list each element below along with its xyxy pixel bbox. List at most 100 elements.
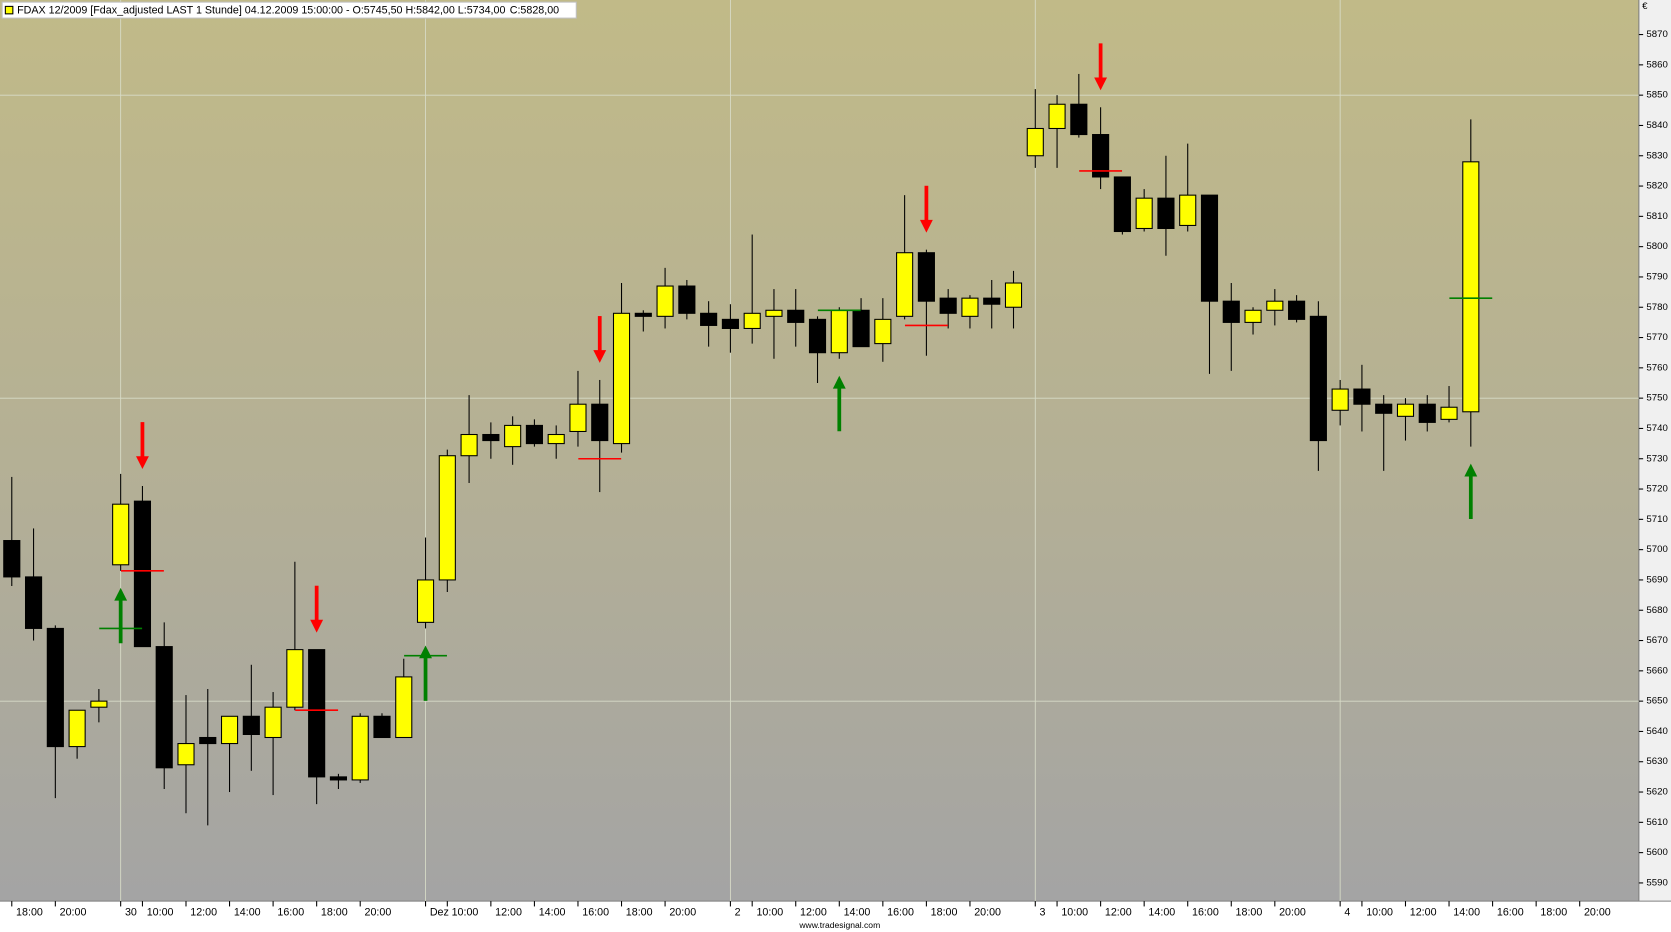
candle-body [416, 579, 435, 623]
candle-body [1092, 134, 1110, 178]
candle-body [329, 776, 348, 781]
candle-body [504, 424, 522, 448]
plot-area [0, 0, 1639, 902]
candle-body [612, 312, 631, 445]
x-tick-label: 10:00 [756, 907, 783, 919]
buy-arrow-head [419, 645, 432, 659]
y-tick-label: 5870 [1646, 29, 1667, 40]
sell-arrow-head [136, 456, 149, 469]
y-tick-label: 5760 [1646, 362, 1667, 373]
candles [3, 43, 1493, 826]
candle-body [1288, 300, 1306, 320]
x-tick-label: 12:00 [495, 907, 522, 919]
candle-body [1048, 103, 1066, 130]
candle-body [634, 312, 652, 317]
x-tick-label: 14:00 [844, 907, 871, 919]
buy-arrow-head [1464, 463, 1478, 477]
candle-body [1331, 388, 1349, 411]
candle-body [1440, 406, 1458, 420]
candle-body [852, 309, 870, 348]
x-tick-label: 14:00 [539, 907, 566, 919]
candle-body [264, 706, 282, 739]
candle-body [1179, 194, 1197, 226]
y-tick-label: 5700 [1646, 544, 1667, 555]
candle-body [112, 503, 130, 566]
y-tick-label: 5770 [1646, 332, 1667, 343]
candle-body [1266, 300, 1284, 311]
footer: www.tradesignal.com [798, 920, 880, 930]
candle-body [830, 309, 848, 354]
x-tick-label: 12:00 [1105, 907, 1132, 919]
candle-body [46, 627, 64, 748]
x-tick-label: 18:00 [626, 907, 653, 919]
y-tick-label: 5670 [1646, 635, 1667, 646]
x-tick-label: 16:00 [1192, 907, 1219, 919]
candle-body [808, 318, 827, 354]
x-tick-label: 18:00 [1236, 907, 1263, 919]
candle-body [460, 433, 478, 457]
candle-body [133, 500, 152, 648]
x-tick-label: 16:00 [277, 907, 304, 919]
candle-body [1418, 403, 1436, 423]
y-tick-label: 5680 [1646, 605, 1667, 616]
candle-body [983, 297, 1001, 305]
candle-body [68, 709, 86, 748]
y-tick-label: 5740 [1646, 423, 1667, 434]
candle-body [917, 252, 935, 302]
candle-body [242, 715, 260, 735]
chart-title: FDAX 12/2009 [Fdax_adjusted LAST 1 Stund… [17, 4, 505, 16]
x-tick-label: 30 [125, 907, 137, 919]
candle-body [373, 715, 391, 739]
axes: 5590 5600 5610 5620 5630 5640 5650 5660 5670 5680… [11, 29, 1668, 919]
candle-body [286, 649, 304, 708]
candle-body [569, 403, 587, 433]
x-tick-label: 14:00 [1453, 907, 1480, 919]
x-tick-label: 10:00 [452, 907, 479, 919]
x-tick-label: 20:00 [60, 907, 87, 919]
y-tick-label: 5750 [1646, 393, 1667, 404]
y-tick-label: 5720 [1646, 484, 1667, 495]
title-icon [4, 5, 14, 15]
candle-body [939, 297, 957, 314]
candle-body [874, 318, 892, 345]
x-tick-label: 4 [1344, 907, 1350, 919]
candle-body [765, 309, 783, 317]
y-tick-label: 5600 [1646, 847, 1667, 858]
candle-body [438, 455, 456, 581]
candle-body [1309, 315, 1327, 442]
x-tick-label: 16:00 [1497, 907, 1524, 919]
candle-body [1353, 388, 1371, 405]
candle-body [1200, 194, 1219, 302]
candle-body [721, 318, 739, 329]
y-tick-label: 5830 [1646, 150, 1667, 161]
candle-body [177, 743, 195, 766]
x-tick-label: 20:00 [364, 907, 391, 919]
currency: € [1642, 1, 1648, 12]
x-tick-label: 14:00 [1148, 907, 1175, 919]
x-tick-label: 10:00 [1366, 907, 1393, 919]
y-tick-label: 5860 [1646, 59, 1667, 70]
candle-body [591, 403, 609, 442]
y-tick-label: 5590 [1646, 877, 1667, 888]
x-tick-label: 18:00 [321, 907, 348, 919]
y-tick-label: 5650 [1646, 696, 1667, 707]
sell-arrow-head [310, 619, 324, 633]
y-tick-label: 5780 [1646, 302, 1667, 313]
x-tick-label: 12:00 [190, 907, 217, 919]
candle-body [547, 433, 565, 445]
candle-body [155, 646, 173, 769]
y-tick-label: 5620 [1646, 787, 1667, 798]
candle-body [678, 285, 696, 314]
y-tick-label: 5640 [1646, 726, 1667, 737]
x-tick-label: 3 [1040, 907, 1046, 919]
x-tick-label: 20:00 [1279, 907, 1306, 919]
x-tick-label: 16:00 [887, 907, 914, 919]
y-tick-label: 5850 [1646, 90, 1667, 101]
y-tick-label: 5810 [1646, 211, 1667, 222]
candle-body [896, 252, 914, 317]
y-tick-label: 5660 [1646, 665, 1667, 676]
candle-body [482, 433, 500, 442]
y-tick-label: 5690 [1646, 574, 1667, 585]
candle-body [1375, 403, 1393, 414]
